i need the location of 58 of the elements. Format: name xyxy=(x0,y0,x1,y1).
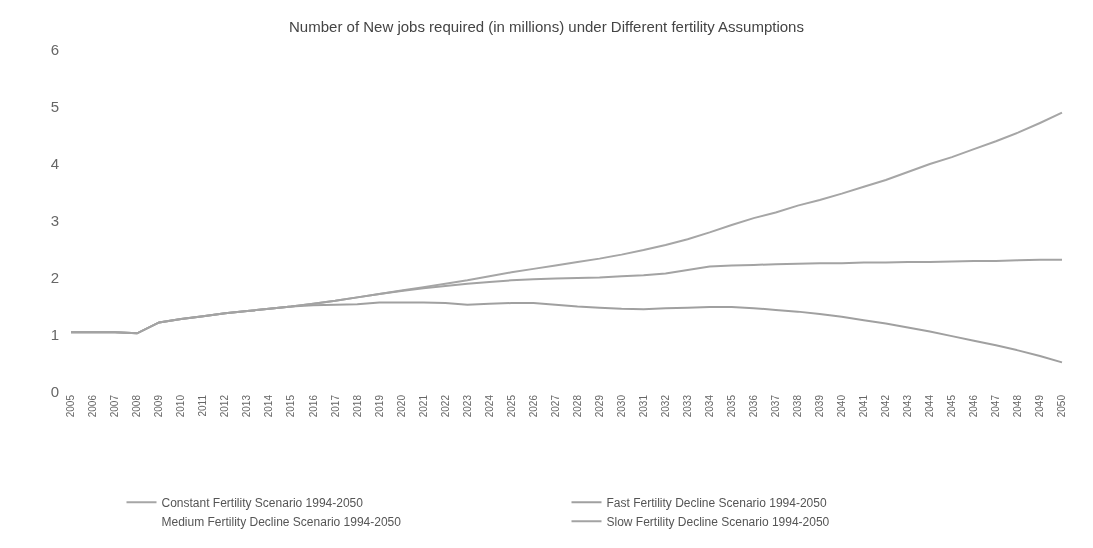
x-tick-label: 2019 xyxy=(373,394,385,418)
legend-label: Constant Fertility Scenario 1994-2050 xyxy=(161,495,364,510)
x-tick-label: 2007 xyxy=(109,394,121,418)
x-tick-label: 2006 xyxy=(87,394,99,418)
x-tick-label: 2035 xyxy=(725,394,737,418)
x-tick-label: 2015 xyxy=(285,394,297,418)
x-tick-label: 2029 xyxy=(593,394,605,418)
x-tick-label: 2036 xyxy=(747,394,759,418)
x-tick-label: 2022 xyxy=(439,394,451,418)
y-tick-label: 6 xyxy=(50,41,59,59)
x-tick-label: 2013 xyxy=(241,394,253,418)
x-tick-label: 2046 xyxy=(968,394,980,418)
x-tick-label: 2040 xyxy=(836,394,848,418)
y-tick-label: 1 xyxy=(50,326,59,344)
y-tick-label: 2 xyxy=(50,269,59,287)
x-tick-label: 2045 xyxy=(946,394,958,418)
x-tick-label: 2020 xyxy=(395,394,407,418)
x-tick-label: 2047 xyxy=(990,394,1002,418)
x-tick-label: 2011 xyxy=(197,394,209,417)
x-tick-label: 2033 xyxy=(681,394,693,418)
x-tick-label: 2043 xyxy=(902,394,914,418)
legend-label: Fast Fertility Decline Scenario 1994-2050 xyxy=(606,495,827,510)
x-tick-label: 2048 xyxy=(1012,394,1024,418)
x-tick-label: 2012 xyxy=(219,394,231,418)
x-tick-label: 2031 xyxy=(637,394,649,418)
x-tick-label: 2034 xyxy=(703,394,715,418)
x-tick-label: 2028 xyxy=(571,394,583,418)
x-tick-label: 2021 xyxy=(417,394,429,418)
x-tick-label: 2016 xyxy=(307,394,319,418)
x-tick-label: 2049 xyxy=(1034,394,1046,418)
y-tick-label: 4 xyxy=(50,155,59,173)
text: Medium Fertility Decline Scenario 1994-2050 xyxy=(161,514,402,529)
y-tick-label: 3 xyxy=(50,212,59,230)
y-tick-label: 0 xyxy=(50,383,59,401)
x-tick-label: 2009 xyxy=(153,394,165,418)
x-tick-label: 2026 xyxy=(527,394,539,418)
x-tick-label: 2041 xyxy=(858,394,870,418)
legend-label: Slow Fertility Decline Scenario 1994-2050 xyxy=(606,514,830,529)
x-tick-label: 2050 xyxy=(1056,394,1068,418)
x-tick-label: 2024 xyxy=(483,394,495,418)
x-tick-label: 2025 xyxy=(505,394,517,418)
y-tick-label: 5 xyxy=(50,98,59,116)
x-tick-label: 2023 xyxy=(461,394,473,418)
x-tick-label: 2018 xyxy=(351,394,363,418)
x-tick-label: 2014 xyxy=(263,394,275,418)
x-tick-label: 2038 xyxy=(791,394,803,418)
x-tick-label: 2030 xyxy=(615,394,627,418)
x-tick-label: 2005 xyxy=(65,394,77,418)
x-tick-label: 2010 xyxy=(175,394,187,418)
x-tick-label: 2042 xyxy=(880,394,892,418)
x-tick-label: 2027 xyxy=(549,394,561,418)
chart-title: Number of New jobs required (in millions) under Different fertility Assumptions xyxy=(289,18,804,36)
x-tick-label: 2017 xyxy=(329,394,341,418)
x-tick-label: 2032 xyxy=(659,394,671,418)
x-tick-label: 2008 xyxy=(131,394,143,418)
x-tick-label: 2037 xyxy=(769,394,781,418)
x-tick-label: 2044 xyxy=(924,394,936,418)
x-tick-label: 2039 xyxy=(814,394,825,418)
